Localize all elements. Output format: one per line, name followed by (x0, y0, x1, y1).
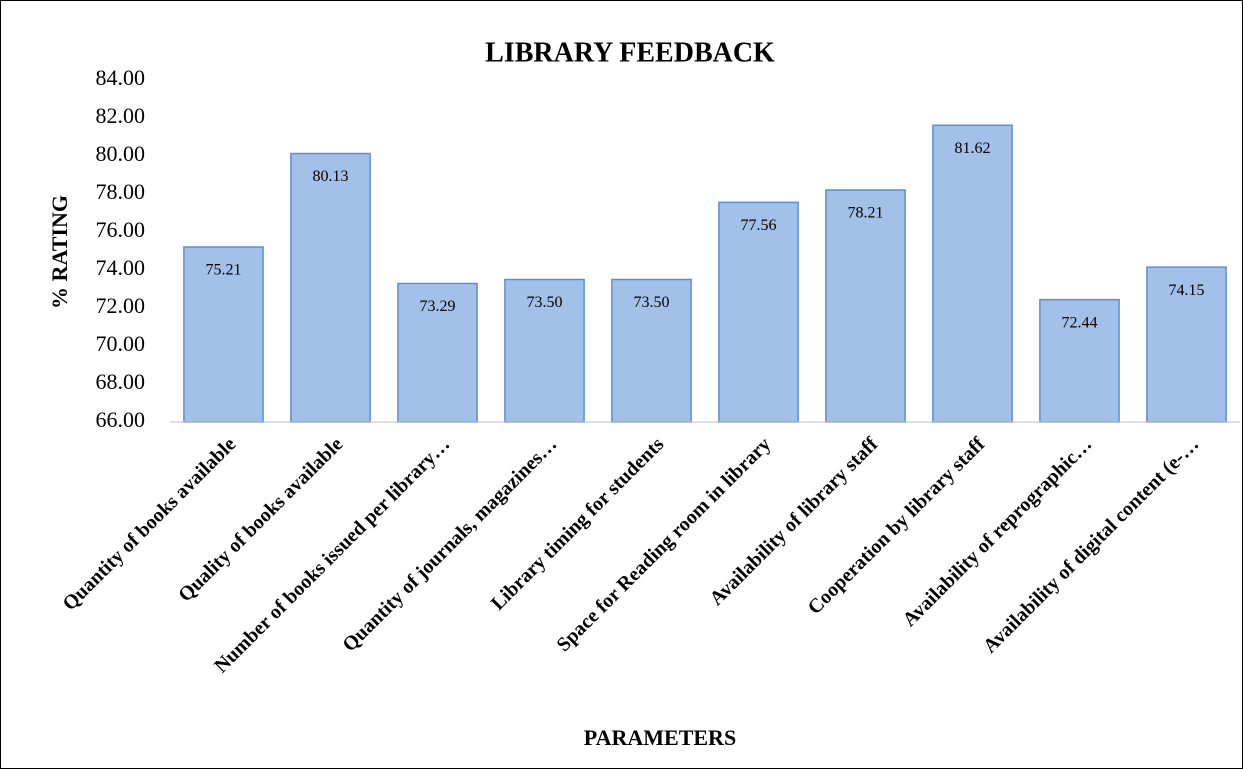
x-axis-title: PARAMETERS (584, 725, 736, 750)
y-tick-label: 80.00 (96, 141, 146, 166)
value-label: 81.62 (955, 140, 991, 157)
bar (290, 152, 371, 423)
y-tick-label: 78.00 (96, 179, 146, 204)
y-tick-label: 66.00 (96, 407, 146, 432)
y-tick-label: 74.00 (96, 255, 146, 280)
bar (397, 282, 478, 423)
y-tick-label: 84.00 (96, 65, 146, 90)
value-label: 73.50 (634, 294, 670, 311)
value-label: 80.13 (313, 168, 349, 185)
y-tick-label: 68.00 (96, 369, 146, 394)
value-label: 72.44 (1062, 314, 1098, 331)
y-tick-label: 76.00 (96, 217, 146, 242)
value-label: 77.56 (741, 217, 777, 234)
bar (825, 189, 906, 423)
bar (932, 124, 1013, 423)
y-axis-title: % RATING (47, 195, 72, 309)
bar (718, 201, 799, 423)
y-tick-label: 82.00 (96, 103, 146, 128)
value-label: 78.21 (848, 205, 884, 222)
value-label: 75.21 (206, 262, 242, 279)
y-tick-label: 72.00 (96, 293, 146, 318)
chart-title: LIBRARY FEEDBACK (485, 37, 775, 68)
value-label: 73.29 (420, 298, 456, 315)
y-tick-label: 70.00 (96, 331, 146, 356)
value-label: 73.50 (527, 294, 563, 311)
bar (1146, 266, 1227, 423)
bar (1039, 298, 1120, 423)
value-label: 74.15 (1169, 282, 1205, 299)
bar (183, 246, 264, 423)
